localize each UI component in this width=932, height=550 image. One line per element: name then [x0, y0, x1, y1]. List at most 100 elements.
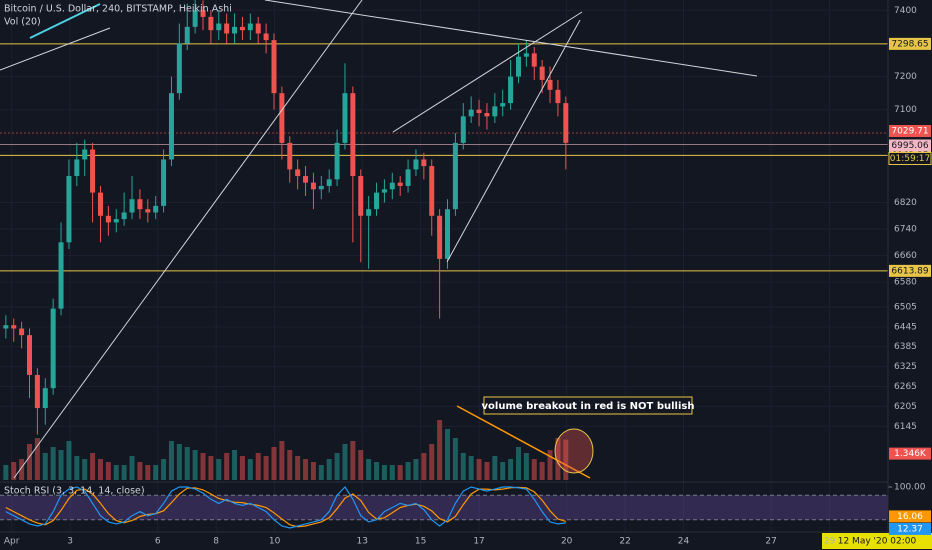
candle-body [381, 189, 387, 193]
candle-body [429, 166, 435, 216]
volume-bar [421, 453, 427, 480]
candle-body [334, 142, 340, 180]
volume-bar [255, 453, 261, 480]
volume-bar [405, 462, 411, 480]
candle-body [500, 103, 506, 107]
volume-bar [90, 453, 96, 480]
candle-body [295, 169, 301, 177]
countdown: 01:59:17 [890, 154, 930, 164]
volume-bar [429, 444, 435, 480]
chart-title: Bitcoin / U.S. Dollar, 240, BITSTAMP, He… [4, 4, 232, 15]
candle-body [476, 109, 482, 114]
volume-bar [145, 465, 151, 480]
plot [0, 0, 888, 529]
volume-bar [523, 453, 529, 480]
candle-body [129, 199, 135, 213]
price-label-box [889, 125, 931, 138]
volume-bar [389, 465, 395, 480]
candle-body [239, 26, 245, 31]
stoch-d-label-box [889, 510, 931, 523]
countdown-box [888, 152, 932, 166]
volume-bar [129, 456, 135, 480]
volume-bar [492, 456, 498, 480]
volume-bar [271, 447, 277, 480]
volume-bar [342, 444, 348, 480]
candle-body [208, 16, 214, 31]
candle-body [531, 53, 537, 67]
candle-body [523, 53, 529, 57]
candle-body [318, 185, 324, 190]
candle-body [515, 56, 521, 77]
candle-body [468, 109, 474, 117]
volume-bar [326, 459, 332, 480]
candle-body [358, 176, 364, 216]
volume-bar [137, 462, 143, 480]
candle-body [271, 40, 277, 94]
y-tick-label: 6660 [894, 251, 917, 261]
candle-body [224, 23, 230, 34]
x-tick-label: 17 [473, 537, 484, 547]
x-tick-label: Apr [4, 537, 20, 547]
volume-trend-line [456, 405, 591, 479]
volume-bar [445, 429, 451, 480]
candle-body [555, 89, 561, 104]
y-tick-label: 6205 [894, 402, 917, 412]
candle-body [3, 325, 9, 329]
volume-bar [508, 459, 514, 480]
candle-body [137, 199, 143, 210]
volume-bar [303, 459, 309, 480]
channel-line [446, 19, 581, 263]
volume-bar [113, 465, 119, 480]
grid [0, 0, 892, 532]
volume-bar [468, 456, 474, 480]
volume-bar [334, 453, 340, 480]
candle-body [279, 93, 285, 143]
candle-body [153, 205, 159, 213]
volume-bar [200, 453, 206, 480]
volume-bar [192, 450, 198, 480]
candle-body [437, 215, 443, 259]
stoch-k-line [5, 486, 566, 529]
volume-bar [397, 465, 403, 480]
candle-body [389, 182, 395, 190]
candle-body [97, 192, 103, 216]
volume-bar [27, 444, 33, 480]
volume-bar [121, 465, 127, 480]
volume-bar [555, 438, 561, 480]
candle-body [452, 142, 458, 210]
volume-bar [310, 462, 316, 480]
volume-bar [58, 450, 64, 480]
crosshair-date-box [822, 533, 932, 549]
candle-body [232, 26, 238, 34]
crosshair-date: 12 May '20 02:00 [838, 537, 917, 547]
candle-body [484, 113, 490, 117]
volume-bar [50, 447, 56, 480]
candle-body [460, 116, 466, 143]
x-tick-label: 6 [155, 537, 161, 547]
volume-bar [105, 462, 111, 480]
volume-bar [279, 441, 285, 480]
price-label-box [889, 139, 931, 152]
annotation: volume breakout in red is NOT bullish [482, 401, 695, 412]
volume-bar [563, 439, 569, 480]
y-tick-label: 6265 [894, 382, 917, 392]
volume-bar [374, 462, 380, 480]
volume-bar [216, 459, 222, 480]
volume-bar [350, 441, 356, 480]
x-tick-label: 20 [561, 537, 573, 547]
candle-body [216, 23, 222, 31]
candle-body [287, 142, 293, 170]
y-tick-label: 6820 [894, 198, 917, 208]
x-tick-label: 13 [356, 537, 367, 547]
candle-body [82, 149, 88, 160]
stoch-tick-label: 100.00 [894, 483, 926, 493]
volume-bar [34, 438, 40, 480]
volume-bar [11, 462, 17, 480]
trend-line [0, 27, 111, 71]
candle-body [58, 242, 64, 309]
stoch-d-label: 16.06 [897, 512, 923, 522]
volume-bar [19, 459, 25, 480]
x-tick-label: 29 [824, 537, 836, 547]
volume-bar [437, 420, 443, 480]
candle-body [255, 23, 261, 34]
